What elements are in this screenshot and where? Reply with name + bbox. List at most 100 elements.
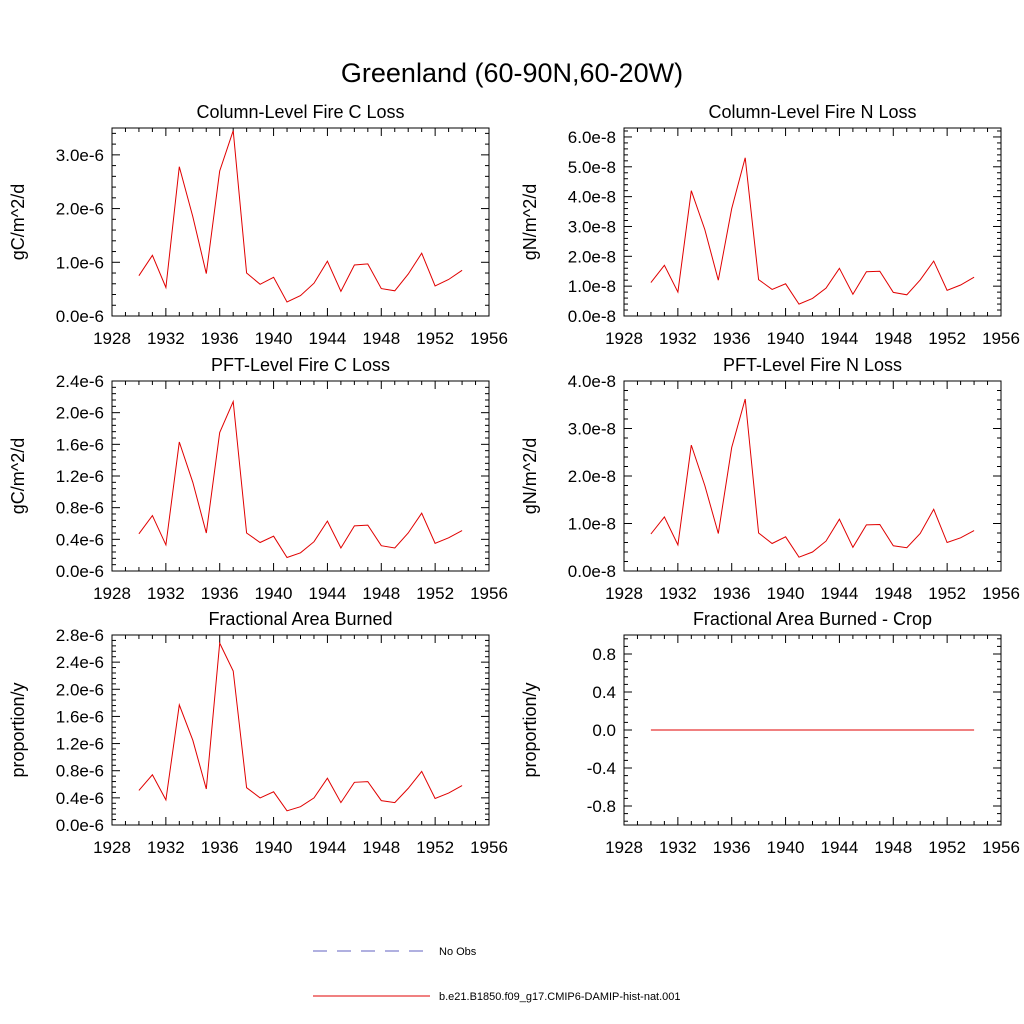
x-tick-label: 1944 [821,329,859,348]
y-tick-label: 0.0e-6 [56,307,104,326]
x-tick-label: 1940 [767,329,805,348]
panel-1: Column-Level Fire C Loss gC/m^2/d 1928 1932… [8,102,508,348]
y-axis-label: gN/m^2/d [520,184,540,260]
plot-frame [111,634,490,826]
y-tick-label: 0.0e-6 [56,562,104,581]
x-tick-label: 1956 [470,584,508,603]
panel-title: Column-Level Fire C Loss [196,102,404,122]
x-tick-label: 1928 [93,838,131,857]
x-tick-label: 1932 [147,584,185,603]
y-tick-label: 2.0e-6 [56,680,104,699]
plot-frame [623,127,1002,317]
plot-frame [111,127,490,317]
x-tick-label: 1944 [821,584,859,603]
y-tick-label: 4.0e-8 [568,188,616,207]
y-tick-label: 1.2e-6 [56,735,104,754]
x-tick-label: 1956 [982,584,1020,603]
x-tick-label: 1932 [659,584,697,603]
y-axis-label: proportion/y [8,682,28,777]
x-tick-label: 1928 [93,584,131,603]
x-tick-label: 1936 [201,584,239,603]
x-tick-label: 1940 [255,584,293,603]
y-tick-label: 0.0 [592,721,616,740]
y-tick-label: 3.0e-8 [568,420,616,439]
x-tick-label: 1944 [309,329,347,348]
y-tick-label: 0.8 [592,645,616,664]
y-tick-label: 2.4e-6 [56,653,104,672]
y-tick-label: 0.0e-6 [56,816,104,835]
legend-label-no-obs: No Obs [439,946,477,958]
x-tick-label: 1956 [982,838,1020,857]
y-tick-label: 1.6e-6 [56,707,104,726]
x-tick-label: 1928 [93,329,131,348]
x-tick-label: 1944 [309,838,347,857]
x-tick-label: 1940 [255,329,293,348]
x-tick-label: 1944 [821,838,859,857]
x-tick-label: 1928 [605,329,643,348]
plot-frame [623,380,1002,572]
y-tick-label: 6.0e-8 [568,128,616,147]
legend-label-model: b.e21.B1850.f09_g17.CMIP6-DAMIP-hist-nat… [439,991,681,1003]
y-tick-label: 0.8e-6 [56,762,104,781]
x-tick-label: 1932 [147,329,185,348]
y-axis-label: proportion/y [520,682,540,777]
y-axis-label: gC/m^2/d [8,438,28,514]
series-line [650,157,975,305]
x-tick-label: 1936 [201,329,239,348]
y-tick-label: 4.0e-8 [568,372,616,391]
panel-title: PFT-Level Fire N Loss [723,355,902,375]
panel-4: PFT-Level Fire N Loss gN/m^2/d 1928 1932 193… [520,355,1020,603]
x-tick-label: 1936 [713,329,751,348]
panel-title: Fractional Area Burned - Crop [693,609,932,629]
x-tick-label: 1944 [309,584,347,603]
y-tick-label: 5.0e-8 [568,158,616,177]
y-tick-label: 0.4e-6 [56,789,104,808]
x-tick-label: 1956 [470,329,508,348]
panels-group: Column-Level Fire C Loss gC/m^2/d 1928 1932… [8,102,1020,857]
y-axis-label: gN/m^2/d [520,438,540,514]
x-tick-label: 1928 [605,584,643,603]
x-tick-label: 1932 [659,329,697,348]
x-tick-label: 1952 [928,584,966,603]
x-tick-label: 1940 [767,584,805,603]
y-tick-label: 1.2e-6 [56,467,104,486]
x-tick-label: 1952 [416,329,454,348]
series-line [138,399,463,559]
panel-5: Fractional Area Burned proportion/y 1928 19… [8,609,508,857]
series-line [650,398,975,558]
x-tick-label: 1948 [874,329,912,348]
y-tick-label: 1.0e-6 [56,253,104,272]
series-line [138,641,463,812]
x-tick-label: 1936 [713,584,751,603]
x-tick-label: 1940 [255,838,293,857]
y-tick-label: 0.0e-8 [568,307,616,326]
x-tick-label: 1936 [713,838,751,857]
panel-title: Column-Level Fire N Loss [708,102,916,122]
y-tick-label: 0.4 [592,683,616,702]
x-tick-label: 1932 [147,838,185,857]
x-tick-label: 1948 [362,584,400,603]
y-tick-label: -0.4 [587,759,616,778]
y-tick-label: 2.0e-6 [56,404,104,423]
x-tick-label: 1940 [767,838,805,857]
y-tick-label: 3.0e-6 [56,146,104,165]
y-tick-label: 2.8e-6 [56,626,104,645]
y-tick-label: 1.6e-6 [56,435,104,454]
x-tick-label: 1936 [201,838,239,857]
x-tick-label: 1948 [362,329,400,348]
y-tick-label: 2.0e-6 [56,200,104,219]
y-tick-label: -0.8 [587,797,616,816]
x-tick-label: 1948 [362,838,400,857]
x-tick-label: 1952 [928,329,966,348]
y-tick-label: 0.8e-6 [56,499,104,518]
x-tick-label: 1932 [659,838,697,857]
x-tick-label: 1928 [605,838,643,857]
x-tick-label: 1956 [470,838,508,857]
series-line [138,130,463,303]
y-tick-label: 2.4e-6 [56,372,104,391]
x-tick-label: 1948 [874,838,912,857]
legend: No Obs b.e21.B1850.f09_g17.CMIP6-DAMIP-h… [313,946,681,1003]
x-tick-label: 1952 [416,838,454,857]
y-tick-label: 2.0e-8 [568,247,616,266]
